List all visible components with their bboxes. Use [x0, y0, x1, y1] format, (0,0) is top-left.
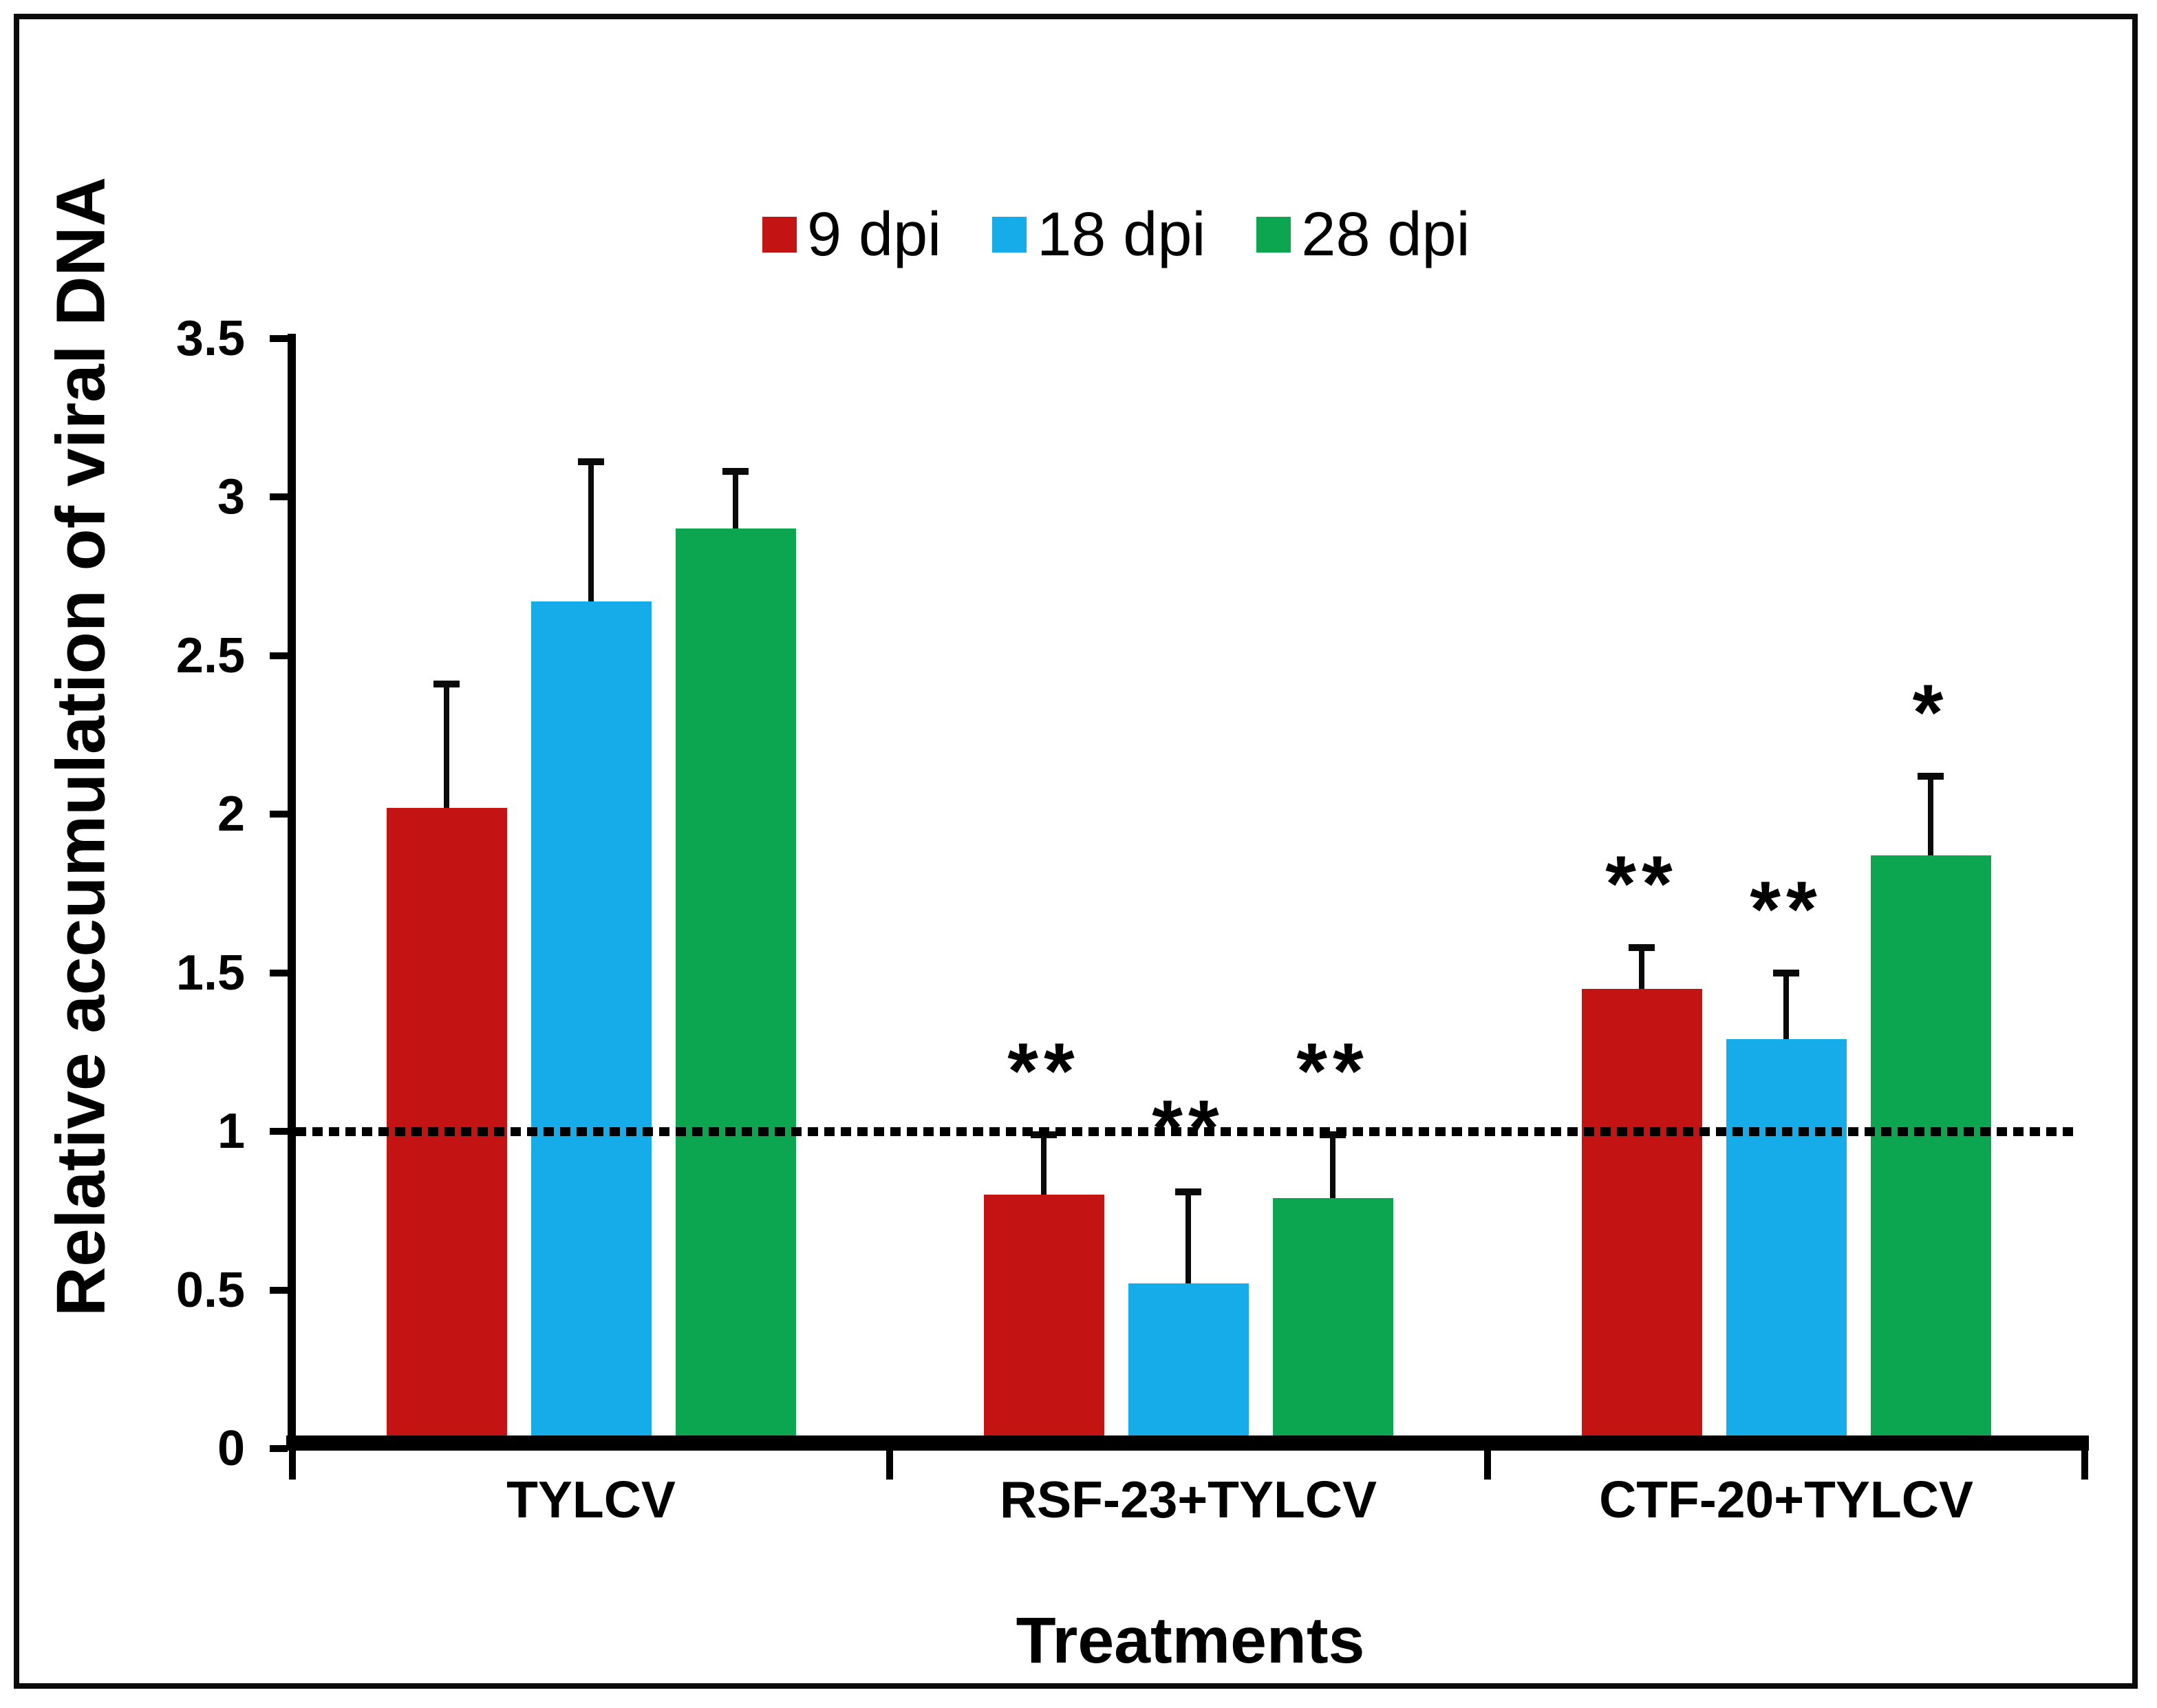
- y-tick-label: 2.5: [175, 628, 245, 683]
- y-axis-line: [288, 334, 296, 1451]
- category-label: CTF-20+TYLCV: [1599, 1471, 1973, 1528]
- error-bar-rod: [1330, 1134, 1335, 1198]
- y-tick: [270, 811, 288, 818]
- error-bar-rod: [1041, 1134, 1047, 1195]
- error-bar-rod: [1928, 776, 1933, 855]
- reference-line: [296, 1127, 2078, 1136]
- y-tick: [270, 334, 288, 342]
- error-bar-cap: [722, 468, 749, 476]
- significance-marker: **: [1007, 1027, 1080, 1116]
- category-label: TYLCV: [506, 1471, 676, 1528]
- significance-marker: *: [1912, 669, 1949, 758]
- legend-label: 28 dpi: [1301, 200, 1470, 269]
- y-tick-label: 0: [217, 1421, 245, 1476]
- error-bar-rod: [1185, 1191, 1191, 1284]
- x-axis-title: Treatments: [1016, 1604, 1365, 1677]
- error-bar-cap: [1773, 969, 1799, 976]
- bar: [1272, 1197, 1393, 1449]
- error-bar-cap: [433, 680, 460, 687]
- figure-border: [14, 14, 2138, 1689]
- significance-marker: **: [1152, 1085, 1225, 1173]
- error-bar-cap: [1629, 943, 1655, 951]
- significance-marker: **: [1296, 1027, 1369, 1116]
- error-bar-cap: [1918, 772, 1944, 780]
- significance-marker: **: [1605, 840, 1678, 929]
- y-tick-label: 0.5: [175, 1262, 245, 1318]
- legend-label: 9 dpi: [807, 200, 942, 269]
- y-tick-label: 2: [217, 787, 245, 842]
- error-bar-cap: [1175, 1188, 1201, 1195]
- x-tick: [2081, 1451, 2088, 1480]
- y-tick-label: 3: [217, 469, 245, 524]
- y-tick: [270, 652, 288, 659]
- error-bar-rod: [733, 471, 738, 529]
- legend: 9 dpi 18 dpi 28 dpi: [762, 204, 1470, 266]
- error-bar-rod: [1639, 947, 1644, 989]
- legend-item: 18 dpi: [992, 204, 1205, 266]
- y-tick: [270, 1286, 288, 1294]
- bar: [1726, 1039, 1847, 1449]
- significance-marker: **: [1750, 866, 1823, 954]
- legend-label: 18 dpi: [1037, 200, 1206, 269]
- x-tick: [886, 1451, 893, 1480]
- legend-item: 28 dpi: [1256, 204, 1470, 266]
- legend-swatch: [992, 217, 1027, 253]
- bar: [530, 601, 652, 1449]
- bar: [675, 529, 796, 1449]
- legend-item: 9 dpi: [762, 204, 941, 266]
- y-tick: [270, 969, 288, 976]
- y-tick: [270, 493, 288, 500]
- y-tick-label: 1.5: [175, 945, 245, 1001]
- y-tick: [270, 1128, 288, 1135]
- category-label: RSF-23+TYLCV: [999, 1471, 1377, 1528]
- x-axis-line: [286, 1435, 2089, 1451]
- legend-swatch: [762, 217, 797, 253]
- bar: [1870, 855, 1991, 1449]
- bar: [1581, 988, 1702, 1449]
- bar: [983, 1195, 1104, 1449]
- bar: [1128, 1283, 1249, 1449]
- y-tick-label: 1: [217, 1104, 245, 1159]
- x-tick: [1483, 1451, 1491, 1480]
- y-tick-label: 3.5: [175, 310, 245, 366]
- error-bar-rod: [1783, 972, 1789, 1040]
- legend-swatch: [1256, 217, 1291, 253]
- error-bar-rod: [444, 683, 449, 808]
- x-tick: [289, 1451, 296, 1480]
- y-tick: [270, 1445, 288, 1452]
- error-bar-rod: [588, 462, 594, 602]
- error-bar-cap: [578, 458, 604, 466]
